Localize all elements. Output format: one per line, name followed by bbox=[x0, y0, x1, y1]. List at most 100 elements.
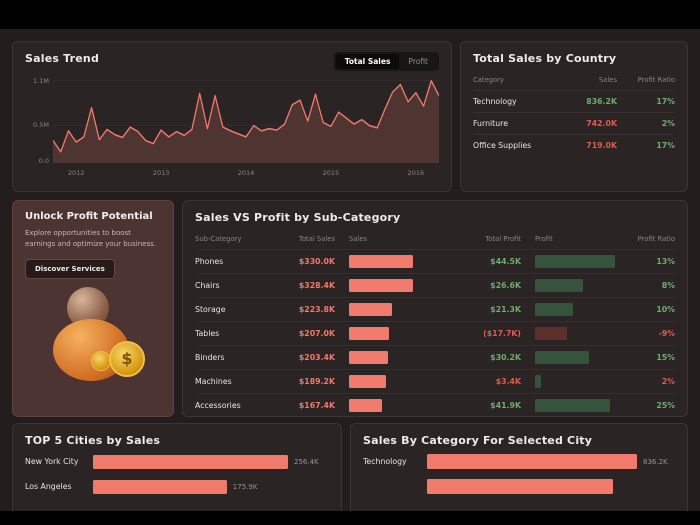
sales-trend-panel: Sales Trend Total Sales Profit 1.1M 0.5M… bbox=[12, 41, 452, 192]
subcategory-label: Chairs bbox=[195, 281, 220, 290]
total-profit-value: ($17.7K) bbox=[483, 329, 521, 338]
profit-bar[interactable] bbox=[535, 327, 567, 340]
total-sales-value: $167.4K bbox=[298, 401, 335, 410]
total-sales-value: $203.4K bbox=[298, 353, 335, 362]
top-cities-panel: TOP 5 Cities by Sales New York City 256.… bbox=[12, 423, 342, 511]
profit-ratio-value: 10% bbox=[656, 305, 675, 314]
sales-bar[interactable] bbox=[349, 399, 382, 412]
small-coin-icon bbox=[91, 350, 111, 371]
category-label: Technology bbox=[473, 97, 517, 106]
subcategory-label: Binders bbox=[195, 353, 225, 362]
column-sub-category: Sub-Category bbox=[195, 235, 242, 243]
column-profit: Profit bbox=[535, 235, 553, 243]
promo-title: Unlock Profit Potential bbox=[25, 211, 153, 222]
city-sales-value: 256.4K bbox=[294, 457, 319, 466]
column-sales: Sales bbox=[349, 235, 368, 243]
sales-bar[interactable] bbox=[349, 279, 413, 292]
category-row[interactable]: Technology 836.2K bbox=[363, 451, 675, 472]
total-profit-value: $26.6K bbox=[490, 281, 521, 290]
total-sales-value: $207.0K bbox=[298, 329, 335, 338]
total-sales-value: $223.8K bbox=[298, 305, 335, 314]
profit-ratio-value: 17% bbox=[656, 141, 675, 150]
category-label: Furniture bbox=[473, 119, 509, 128]
total-sales-value: $189.2K bbox=[298, 377, 335, 386]
top-cities-title: TOP 5 Cities by Sales bbox=[25, 434, 161, 447]
subcategory-row[interactable]: Tables $207.0K ($17.7K) -9% bbox=[195, 321, 675, 345]
category-sales-bar[interactable] bbox=[427, 454, 637, 469]
total-profit-value: $41.9K bbox=[490, 401, 521, 410]
sales-bar[interactable] bbox=[349, 327, 390, 340]
x-axis-tick: 2015 bbox=[322, 169, 340, 177]
sales-value: 836.2K bbox=[586, 97, 617, 106]
dollar-coin-icon: $ bbox=[109, 340, 145, 377]
x-axis-tick: 2016 bbox=[407, 169, 425, 177]
sales-trend-chart-area: 1.1M 0.5M 0.0 bbox=[33, 77, 439, 165]
column-profit-ratio: Profit Ratio bbox=[637, 76, 675, 84]
city-category-title: Sales By Category For Selected City bbox=[363, 434, 593, 447]
sales-value: 719.0K bbox=[586, 141, 617, 150]
country-table-title: Total Sales by Country bbox=[473, 52, 617, 65]
category-label: Office Supplies bbox=[473, 141, 532, 150]
sales-bar[interactable] bbox=[349, 255, 413, 268]
country-table-row[interactable]: Office Supplies 719.0K 17% bbox=[473, 134, 675, 156]
y-axis-tick: 1.1M bbox=[33, 77, 49, 85]
profit-bar[interactable] bbox=[535, 351, 590, 364]
profit-bar[interactable] bbox=[535, 375, 542, 388]
subcategory-label: Machines bbox=[195, 377, 232, 386]
x-axis-tick: 2013 bbox=[152, 169, 170, 177]
profit-bar[interactable] bbox=[535, 399, 611, 412]
trend-measure-toggle: Total Sales Profit bbox=[333, 52, 439, 71]
city-row[interactable]: Los Angeles 175.9K bbox=[25, 476, 329, 497]
total-profit-value: $44.5K bbox=[490, 257, 521, 266]
city-sales-bar[interactable] bbox=[93, 479, 227, 494]
subcategory-row[interactable]: Accessories $167.4K $41.9K 25% bbox=[195, 393, 675, 417]
toggle-profit[interactable]: Profit bbox=[408, 57, 428, 66]
sales-bar[interactable] bbox=[349, 351, 389, 364]
country-table-row[interactable]: Technology 836.2K 17% bbox=[473, 90, 675, 112]
profit-ratio-value: 17% bbox=[656, 97, 675, 106]
subcategory-table-title: Sales VS Profit by Sub-Category bbox=[195, 211, 401, 224]
city-category-panel: Sales By Category For Selected City Tech… bbox=[350, 423, 688, 511]
toggle-total-sales[interactable]: Total Sales bbox=[335, 54, 400, 69]
sales-dashboard: Sales Trend Total Sales Profit 1.1M 0.5M… bbox=[0, 29, 700, 511]
profit-ratio-value: -9% bbox=[658, 329, 675, 338]
column-total-profit: Total Profit bbox=[485, 235, 521, 243]
x-axis-tick: 2012 bbox=[67, 169, 85, 177]
total-sales-by-country-panel: Total Sales by Country Category Sales Pr… bbox=[460, 41, 688, 192]
profit-bar[interactable] bbox=[535, 303, 574, 316]
subcategory-row[interactable]: Binders $203.4K $30.2K 15% bbox=[195, 345, 675, 369]
city-row[interactable]: New York City 256.4K bbox=[25, 451, 329, 472]
sales-trend-chart[interactable] bbox=[53, 77, 439, 163]
subcategory-label: Storage bbox=[195, 305, 226, 314]
country-table-row[interactable]: Furniture 742.0K 2% bbox=[473, 112, 675, 134]
x-axis-labels: 2012 2013 2014 2015 2016 bbox=[53, 167, 439, 179]
category-row[interactable] bbox=[363, 476, 675, 497]
profit-bar[interactable] bbox=[535, 255, 615, 268]
city-sales-bar[interactable] bbox=[93, 454, 288, 469]
profit-ratio-value: 25% bbox=[656, 401, 675, 410]
total-sales-value: $328.4K bbox=[298, 281, 335, 290]
profit-ratio-value: 13% bbox=[656, 257, 675, 266]
sales-bar[interactable] bbox=[349, 303, 393, 316]
subcategory-label: Phones bbox=[195, 257, 224, 266]
x-axis-tick: 2014 bbox=[237, 169, 255, 177]
column-profit-ratio: Profit Ratio bbox=[637, 235, 675, 243]
total-sales-value: $330.0K bbox=[298, 257, 335, 266]
subcategory-row[interactable]: Machines $189.2K $3.4K 2% bbox=[195, 369, 675, 393]
profit-ratio-value: 2% bbox=[661, 119, 675, 128]
profit-ratio-value: 8% bbox=[661, 281, 675, 290]
profit-bar[interactable] bbox=[535, 279, 583, 292]
subcategory-row[interactable]: Phones $330.0K $44.5K 13% bbox=[195, 249, 675, 273]
discover-services-button[interactable]: Discover Services bbox=[25, 258, 115, 279]
category-label: Technology bbox=[363, 457, 407, 466]
subcategory-row[interactable]: Chairs $328.4K $26.6K 8% bbox=[195, 273, 675, 297]
city-label: Los Angeles bbox=[25, 482, 72, 491]
sales-bar[interactable] bbox=[349, 375, 386, 388]
city-sales-value: 175.9K bbox=[232, 482, 258, 491]
total-profit-value: $30.2K bbox=[490, 353, 521, 362]
category-sales-bar[interactable] bbox=[427, 479, 614, 494]
subcategory-row[interactable]: Storage $223.8K $21.3K 10% bbox=[195, 297, 675, 321]
column-total-sales: Total Sales bbox=[298, 235, 335, 243]
profit-ratio-value: 15% bbox=[656, 353, 675, 362]
promo-card: Unlock Profit Potential Explore opportun… bbox=[12, 200, 174, 417]
